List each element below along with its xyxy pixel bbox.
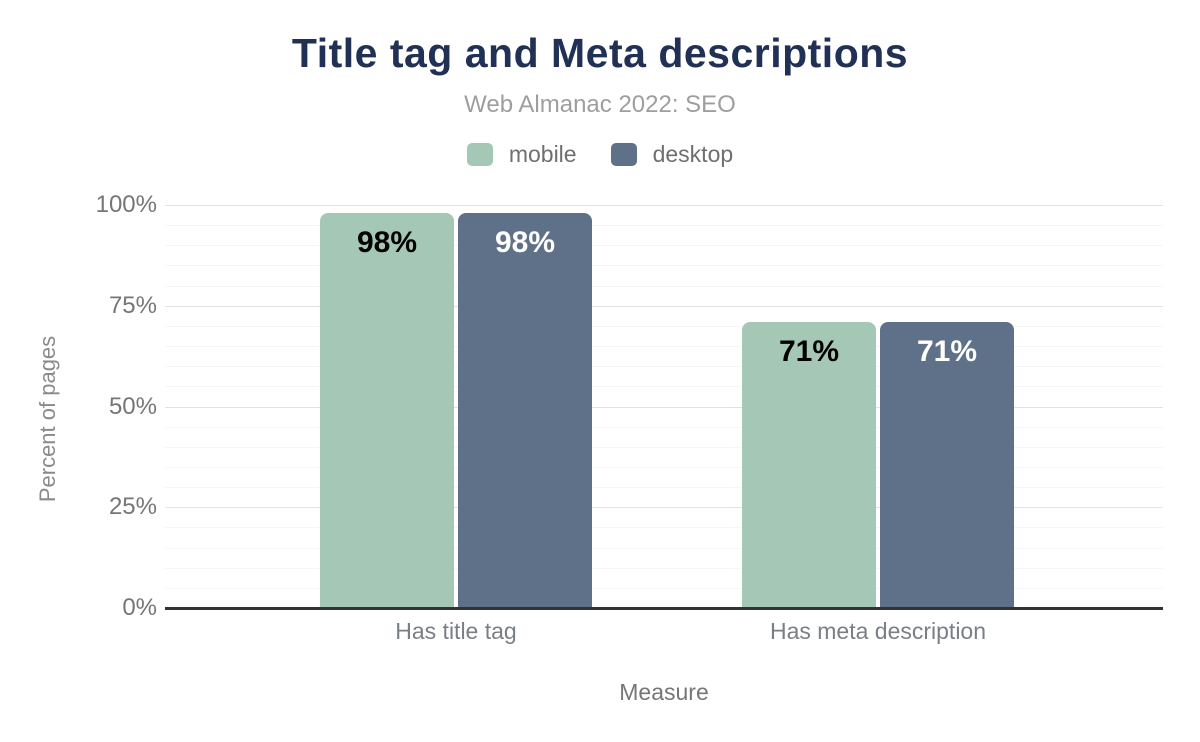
minor-gridline-60 (165, 366, 1163, 368)
bar-value-label-desktop-has-meta-description: 71% (916, 334, 978, 368)
legend-item-desktop: desktop (610, 141, 734, 168)
minor-gridline-55 (165, 386, 1163, 388)
x-tick-label-has-title-tag: Has title tag (395, 618, 517, 644)
minor-gridline-85 (165, 265, 1163, 267)
bar-desktop-has-meta-description: 71% (880, 321, 1014, 608)
minor-gridline-95 (165, 225, 1163, 227)
major-gridline-75 (165, 305, 1163, 307)
legend-label-desktop: desktop (652, 141, 734, 167)
legend-swatch-desktop (610, 143, 637, 166)
bar-desktop-has-title-tag: 98% (458, 213, 592, 608)
major-gridline-25 (165, 507, 1163, 509)
y-axis-title: Percent of pages (35, 335, 60, 503)
chart-subtitle: Web Almanac 2022: SEO (464, 91, 736, 118)
minor-gridline-10 (165, 567, 1163, 569)
minor-gridline-15 (165, 547, 1163, 549)
minor-gridline-45 (165, 426, 1163, 428)
minor-gridline-80 (165, 285, 1163, 287)
minor-gridline-40 (165, 446, 1163, 448)
bar-mobile-has-title-tag: 98% (320, 213, 454, 608)
y-tick-label-50: 50% (108, 392, 157, 420)
minor-gridline-35 (165, 466, 1163, 468)
legend: mobile desktop (0, 141, 1200, 168)
bar-value-label-desktop-has-title-tag: 98% (494, 226, 556, 260)
minor-gridline-5 (165, 587, 1163, 589)
x-axis-baseline (165, 607, 1163, 610)
legend-swatch-mobile (466, 143, 493, 166)
minor-gridline-90 (165, 245, 1163, 247)
x-axis-title: Measure (619, 679, 709, 705)
legend-item-mobile: mobile (466, 141, 577, 168)
minor-gridline-20 (165, 527, 1163, 529)
y-tick-label-75: 75% (108, 291, 157, 319)
minor-gridline-65 (165, 346, 1163, 348)
x-tick-label-has-meta-description: Has meta description (769, 618, 987, 644)
minor-gridline-70 (165, 325, 1163, 327)
chart-title: Title tag and Meta descriptions (291, 30, 909, 76)
major-gridline-100 (165, 205, 1163, 206)
legend-label-mobile: mobile (508, 141, 577, 167)
bar-value-label-mobile-has-meta-description: 71% (778, 334, 840, 368)
bar-mobile-has-meta-description: 71% (742, 321, 876, 608)
y-tick-label-25: 25% (108, 493, 157, 521)
plot-area: 98% 98% 71% 71% (165, 205, 1163, 608)
minor-gridline-30 (165, 487, 1163, 489)
y-tick-label-0: 0% (122, 594, 157, 621)
bar-value-label-mobile-has-title-tag: 98% (356, 226, 418, 260)
y-tick-label-100: 100% (95, 191, 157, 218)
major-gridline-50 (165, 406, 1163, 408)
